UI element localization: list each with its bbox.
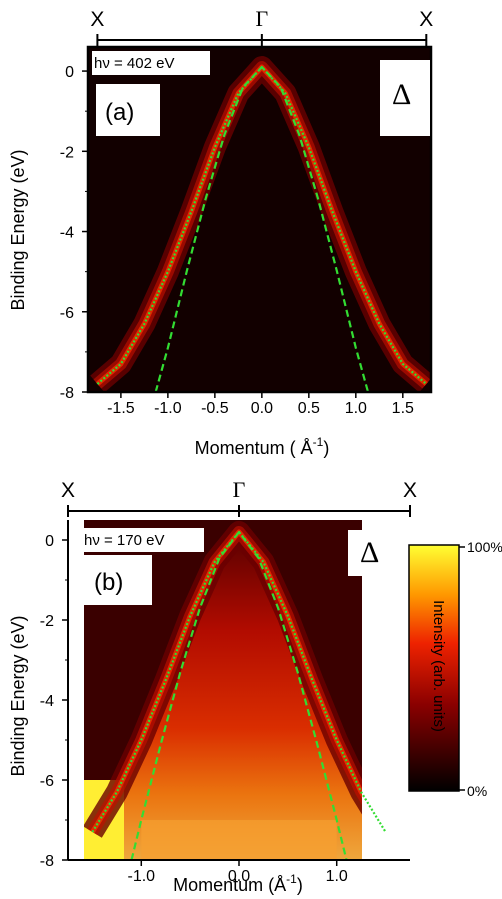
dashed-fit-curve [130,530,348,861]
panel-b-x-axis-label-end: ) [297,875,303,895]
dashed-fit-curve [154,65,370,393]
panel-b-x-axis-label-sup: -1 [286,872,297,886]
panel-b: 0 -2 -4 -6 -8 -1.0 0.0 1.0 X Γ X hν = 170 eV (b) Δ… [8,477,502,895]
y-tick-label: -2 [40,613,54,630]
panel-a: 0 -2 -4 -6 -8 -1.5 -1.0 -0.5 0.0 0.5 1.0 1.5 X Γ X hν … [8,6,433,458]
panel-a-axes: 0 -2 -4 -6 -8 -1.5 -1.0 -0.5 0.0 0.5 1.0 1.5 X Γ X [60,6,434,417]
panel-a-hv-label: hν = 402 eV [94,55,174,72]
panel-a-x-axis-label-sup: -1 [313,435,324,449]
panel-b-x-axis-label-main: Momentum (Å [173,875,286,895]
panel-a-hv-box: hν = 402 eV [92,51,210,75]
y-tick-label: 0 [45,533,54,550]
y-tick-label: -8 [40,853,54,870]
panel-b-label-box: (b) [84,555,152,605]
panel-b-axes: 0 -2 -4 -6 -8 -1.0 0.0 1.0 X Γ X [40,477,417,885]
x-tick-label: -1.5 [107,400,135,417]
y-tick-label: 0 [65,64,74,81]
panel-b-x-axis-label: Momentum (Å-1) [173,872,303,895]
panel-a-label: (a) [105,99,134,126]
colorbar-title: Intensity (arb. units) [430,600,447,732]
panel-a-x-axis-label: Momentum ( Å-1) [195,435,330,458]
y-tick-label: -6 [40,773,54,790]
panel-a-x-axis-label-main: Momentum ( Å [195,438,313,458]
x-point-label: X [419,8,433,31]
panel-b-label: (b) [94,569,123,596]
colorbar-min-label: 0% [467,783,487,799]
x-tick-label: 0.5 [298,400,320,417]
x-tick-label: 0.0 [251,400,273,417]
x-point-label: X [403,479,417,502]
panel-b-fit-curves [91,530,387,861]
x-tick-label: 1.0 [345,400,367,417]
panel-a-fit-curves [96,65,428,393]
panel-b-direction-box: Δ [348,530,404,576]
x-tick-label: -1.0 [127,868,155,885]
colorbar: 100% 0% Intensity (arb. units) [408,539,502,799]
x-tick-label: 0.0 [228,868,250,885]
y-tick-label: -4 [40,693,54,710]
panel-a-label-box: (a) [96,84,160,136]
panel-b-delta-label: Δ [360,536,379,569]
x-tick-label: 1.0 [326,868,348,885]
y-tick-label: -2 [60,144,74,161]
colorbar-max-label: 100% [467,539,502,555]
panel-b-hv-box: hν = 170 eV [80,528,204,552]
x-tick-label: 1.5 [392,400,414,417]
x-tick-label: -0.5 [201,400,229,417]
panel-b-y-axis-label: Binding Energy (eV) [8,615,28,776]
y-tick-label: -4 [60,225,74,242]
gamma-point-label: Γ [233,477,246,502]
dotted-fit-curve [91,530,387,833]
x-tick-label: -1.0 [154,400,182,417]
panel-a-direction-box: Δ [380,60,430,136]
gamma-point-label: Γ [255,6,268,31]
colorbar-gradient [408,544,460,792]
panel-a-x-axis-label-end: ) [323,438,329,458]
x-point-label: X [90,8,104,31]
panel-a-y-axis-label: Binding Energy (eV) [8,149,28,310]
y-tick-label: -8 [60,385,74,402]
panel-a-delta-label: Δ [392,78,411,111]
y-tick-label: -6 [60,305,74,322]
x-point-label: X [61,479,75,502]
panel-b-hv-label: hν = 170 eV [84,532,164,549]
